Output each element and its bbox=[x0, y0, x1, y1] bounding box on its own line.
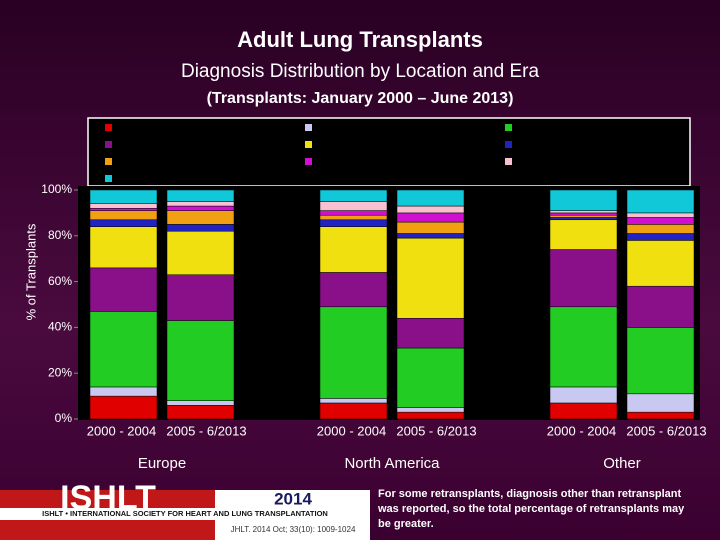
bar-segment bbox=[89, 226, 158, 269]
x-tick-label: 2005 - 6/2013 bbox=[396, 423, 476, 438]
bar-segment bbox=[166, 400, 235, 406]
bar-segment bbox=[626, 212, 695, 218]
bar-segment bbox=[396, 347, 465, 408]
bar-segment bbox=[626, 224, 695, 234]
y-tick-label: 0% bbox=[55, 411, 73, 425]
bar-segment bbox=[89, 267, 158, 312]
y-axis-label: % of Transplants bbox=[23, 223, 38, 320]
year: 2014 bbox=[274, 489, 312, 508]
bar-segment bbox=[319, 219, 388, 227]
legend-swatch bbox=[105, 175, 112, 182]
legend-swatch bbox=[305, 141, 312, 148]
bar-segment bbox=[89, 210, 158, 221]
bar-segment bbox=[396, 212, 465, 223]
bar-segment bbox=[626, 411, 695, 420]
citation: JHLT. 2014 Oct; 33(10): 1009-1024 bbox=[231, 525, 356, 534]
bar-segment bbox=[549, 212, 618, 216]
bar-segment bbox=[89, 203, 158, 209]
legend-swatch bbox=[105, 158, 112, 165]
bar-segment bbox=[319, 226, 388, 273]
x-tick-label: 2000 - 2004 bbox=[87, 423, 156, 438]
bar-segment bbox=[89, 395, 158, 420]
bar-segment bbox=[549, 402, 618, 420]
bar-segment bbox=[396, 407, 465, 413]
bar-segment bbox=[626, 240, 695, 287]
bar-segment bbox=[166, 320, 235, 401]
bar-segment bbox=[319, 189, 388, 202]
bar-segment bbox=[549, 219, 618, 250]
bar-segment bbox=[626, 233, 695, 241]
bar-segment bbox=[396, 221, 465, 234]
bar-segment bbox=[319, 402, 388, 420]
bar-segment bbox=[319, 210, 388, 216]
bar-segment bbox=[89, 311, 158, 388]
y-tick-label: 80% bbox=[48, 228, 72, 242]
bar-segment bbox=[396, 411, 465, 420]
legend-swatch bbox=[105, 124, 112, 131]
bar-segment bbox=[166, 230, 235, 275]
bar-segment bbox=[166, 274, 235, 321]
x-tick-label: 2000 - 2004 bbox=[547, 423, 616, 438]
y-tick-label: 20% bbox=[48, 365, 72, 379]
bar-segment bbox=[319, 398, 388, 404]
bar-segment bbox=[396, 317, 465, 349]
bar-segment bbox=[549, 214, 618, 218]
y-tick-label: 100% bbox=[41, 182, 72, 196]
bar-segment bbox=[166, 224, 235, 232]
bar-segment bbox=[89, 208, 158, 211]
bar-segment bbox=[396, 233, 465, 239]
group-label: North America bbox=[344, 455, 440, 472]
legend-swatch bbox=[105, 141, 112, 148]
x-tick-label: 2000 - 2004 bbox=[317, 423, 386, 438]
chart-subtitle: (Transplants: January 2000 – June 2013) bbox=[207, 90, 514, 107]
bar-segment bbox=[166, 405, 235, 420]
society-name: ISHLT • INTERNATIONAL SOCIETY FOR HEART … bbox=[42, 509, 328, 518]
logo-strip bbox=[0, 508, 370, 520]
bar-segment bbox=[166, 205, 235, 211]
bar-segment bbox=[396, 237, 465, 319]
x-tick-label: 2005 - 6/2013 bbox=[626, 423, 706, 438]
chart-subtitle: Diagnosis Distribution by Location and E… bbox=[181, 61, 539, 82]
bar-segment bbox=[626, 285, 695, 328]
legend-swatch bbox=[505, 124, 512, 131]
legend-swatch bbox=[305, 124, 312, 131]
bar-segment bbox=[549, 306, 618, 388]
bar-segment bbox=[626, 327, 695, 395]
footnote: For some retransplants, diagnosis other … bbox=[378, 488, 685, 530]
bar-segment bbox=[89, 189, 158, 204]
bar-segment bbox=[166, 189, 235, 202]
bar-segment bbox=[396, 189, 465, 207]
y-tick-label: 60% bbox=[48, 274, 72, 288]
bar-segment bbox=[396, 205, 465, 214]
group-label: Europe bbox=[138, 455, 186, 472]
bar-segment bbox=[166, 210, 235, 225]
bar-segment bbox=[626, 189, 695, 214]
legend-swatch bbox=[505, 158, 512, 165]
legend-swatch bbox=[305, 158, 312, 165]
bar-segment bbox=[319, 214, 388, 221]
bar-segment bbox=[319, 272, 388, 308]
bar-segment bbox=[549, 217, 618, 221]
bar-segment bbox=[626, 393, 695, 413]
legend-swatch bbox=[505, 141, 512, 148]
x-tick-label: 2005 - 6/2013 bbox=[166, 423, 246, 438]
bar-segment bbox=[549, 210, 618, 214]
bar-segment bbox=[166, 201, 235, 207]
chart-title: Adult Lung Transplants bbox=[237, 27, 483, 52]
legend bbox=[87, 117, 691, 187]
bar-segment bbox=[89, 386, 158, 397]
group-label: Other bbox=[603, 455, 641, 472]
bar-segment bbox=[89, 219, 158, 227]
y-tick-label: 40% bbox=[48, 320, 72, 334]
bar-segment bbox=[319, 201, 388, 211]
bar-segment bbox=[549, 189, 618, 211]
bar-segment bbox=[319, 306, 388, 399]
bar-segment bbox=[549, 249, 618, 308]
bar-segment bbox=[549, 386, 618, 404]
bar-segment bbox=[626, 217, 695, 225]
